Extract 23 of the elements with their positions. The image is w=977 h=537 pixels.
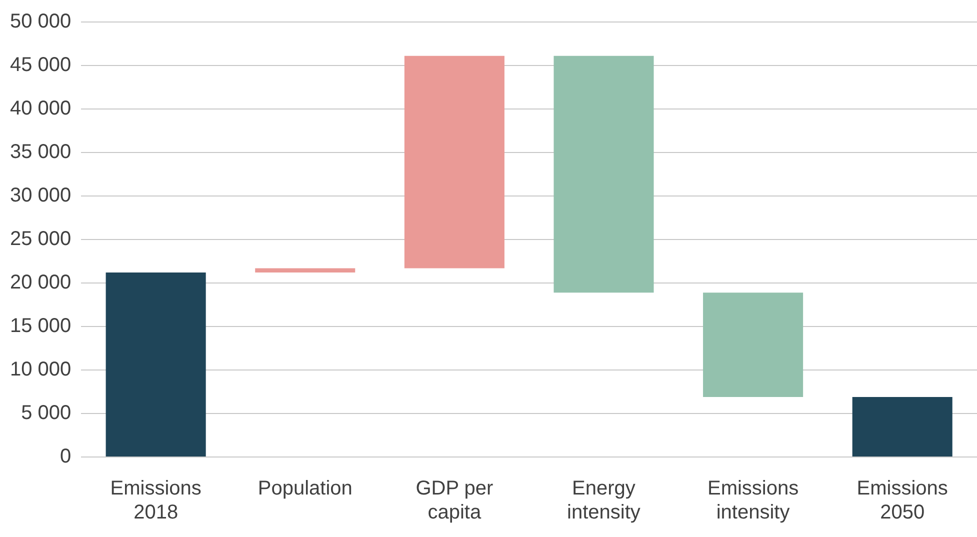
x-tick-label: Emissions 2018 bbox=[110, 478, 202, 524]
y-tick-label: 0 bbox=[60, 446, 72, 468]
y-tick-label: 40 000 bbox=[10, 98, 72, 120]
y-tick-label: 5 000 bbox=[21, 402, 72, 424]
y-tick-label: 45 000 bbox=[10, 54, 72, 76]
bar bbox=[554, 56, 654, 293]
x-tick-label: Energy intensity bbox=[567, 478, 640, 524]
x-tick-label: Population bbox=[258, 478, 352, 500]
bar bbox=[703, 292, 804, 397]
y-tick-label: 50 000 bbox=[10, 10, 72, 33]
y-tick-label: 25 000 bbox=[10, 228, 72, 250]
y-tick-label: 10 000 bbox=[10, 358, 72, 381]
y-tick-label: 15 000 bbox=[10, 315, 72, 338]
y-tick-label: 30 000 bbox=[10, 184, 72, 207]
bar bbox=[106, 272, 206, 456]
y-tick-label: 20 000 bbox=[10, 272, 72, 294]
x-tick-label: Emissions intensity bbox=[707, 478, 799, 524]
bar bbox=[404, 56, 504, 268]
bar bbox=[255, 268, 356, 273]
bar bbox=[852, 396, 952, 456]
x-tick-label: GDP per capita bbox=[416, 478, 494, 524]
x-tick-label: Emissions 2050 bbox=[856, 478, 948, 524]
y-tick-label: 35 000 bbox=[10, 141, 72, 164]
